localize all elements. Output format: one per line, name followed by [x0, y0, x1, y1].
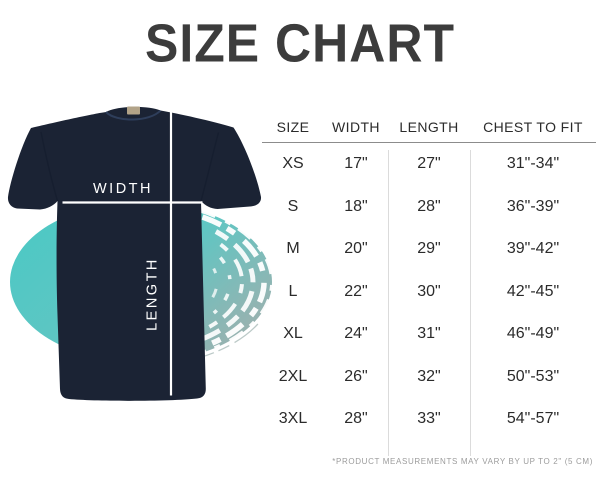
- chest-cell: 31"-34": [506, 155, 560, 173]
- size-cell: M: [286, 240, 300, 258]
- header-length: LENGTH: [399, 119, 459, 135]
- length-label: LENGTH: [145, 257, 161, 331]
- tshirt-illustration: [7, 106, 262, 401]
- size-cell: S: [287, 197, 299, 215]
- length-cell: 32": [417, 367, 441, 385]
- table-row: 2XL 26" 32" 50"-53": [262, 356, 596, 399]
- length-cell: 31": [417, 325, 441, 343]
- width-cell: 18": [344, 197, 368, 215]
- table-row: XS 17" 27" 31"-34": [262, 143, 596, 186]
- header-chest: CHEST TO FIT: [483, 119, 583, 135]
- table-row: L 22" 30" 42"-45": [262, 271, 596, 314]
- width-cell: 24": [344, 325, 368, 343]
- width-label: WIDTH: [93, 181, 153, 197]
- tshirt-body: [7, 106, 262, 401]
- size-cell: XS: [282, 155, 304, 173]
- chest-cell: 50"-53": [506, 367, 560, 385]
- size-cell: XL: [283, 325, 303, 343]
- width-cell: 22": [344, 282, 368, 300]
- left-sleeve-seam: [40, 131, 59, 202]
- size-cell: L: [288, 282, 298, 300]
- size-cell: 2XL: [278, 367, 308, 385]
- collar-seam: [105, 109, 162, 121]
- size-cell: 3XL: [278, 410, 308, 428]
- length-cell: 27": [417, 155, 441, 173]
- brush-streak: [207, 267, 219, 304]
- header-width: WIDTH: [332, 119, 380, 135]
- page-title: SIZE CHART: [145, 13, 455, 74]
- chest-cell: 54"-57": [506, 410, 560, 428]
- right-sleeve-seam: [200, 132, 220, 202]
- chest-cell: 39"-42": [506, 240, 560, 258]
- measurement-lines: WIDTH LENGTH: [62, 105, 203, 396]
- width-cell: 26": [344, 367, 368, 385]
- width-cell: 17": [344, 155, 368, 173]
- column-divider: [387, 150, 389, 456]
- table-body: XS 17" 27" 31"-34" S 18" 28" 36"-39" M 2…: [262, 143, 596, 456]
- footnote: *PRODUCT MEASUREMENTS MAY VARY BY UP TO …: [332, 457, 593, 466]
- chest-cell: 42"-45": [506, 282, 560, 300]
- chest-cell: 36"-39": [506, 197, 560, 215]
- tshirt-measurement-graphic: WIDTH LENGTH: [0, 60, 280, 480]
- length-cell: 30": [417, 282, 441, 300]
- width-cell: 20": [344, 240, 368, 258]
- table-row: M 20" 29" 39"-42": [262, 228, 596, 271]
- table-row: XL 24" 31" 46"-49": [262, 313, 596, 356]
- header-size: SIZE: [276, 119, 310, 135]
- brush-streak: [174, 204, 275, 362]
- column-divider: [469, 150, 471, 456]
- width-cell: 28": [344, 410, 368, 428]
- length-cell: 28": [417, 197, 441, 215]
- table-row: 3XL 28" 33" 54"-57": [262, 398, 596, 441]
- collar-tag: [127, 106, 140, 115]
- length-cell: 33": [417, 410, 441, 428]
- table-row: S 18" 28" 36"-39": [262, 186, 596, 229]
- length-cell: 29": [417, 240, 441, 258]
- tshirt-graphic-svg: WIDTH LENGTH: [7, 105, 275, 401]
- brush-streak: [186, 214, 267, 355]
- size-table: SIZE WIDTH LENGTH CHEST TO FIT XS 17" 27…: [262, 112, 596, 456]
- brush-streak: [207, 242, 244, 330]
- chest-cell: 46"-49": [506, 325, 560, 343]
- table-header-row: SIZE WIDTH LENGTH CHEST TO FIT: [262, 112, 596, 143]
